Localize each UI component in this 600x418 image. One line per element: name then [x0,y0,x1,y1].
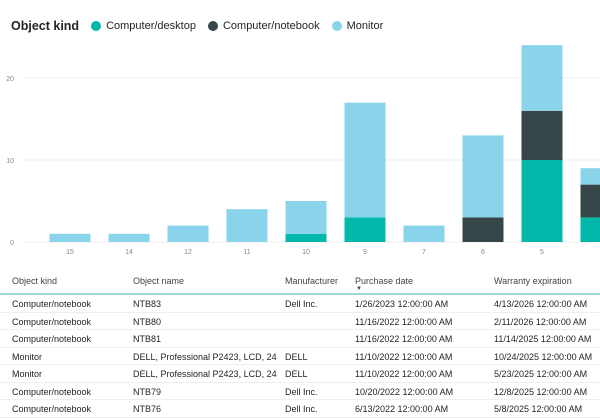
table-cell: 11/16/2022 12:00:00 AM [355,317,452,327]
column-header[interactable]: Purchase date [355,276,413,286]
table-cell: 6/13/2022 12:00:00 AM [355,404,448,414]
table-cell: NTB83 [133,299,161,309]
x-tick-label: 6 [481,249,485,256]
table-cell: Computer/notebook [12,404,91,414]
table-cell: Dell Inc. [285,387,318,397]
x-tick-label: 15 [66,249,74,256]
x-tick-label: 12 [184,249,192,256]
bar-segment[interactable] [168,226,209,242]
table-cell: 11/10/2022 12:00:00 AM [355,369,452,379]
table-row[interactable]: Monitor DELL, Professional P2423, LCD, 24… [0,348,600,366]
table-header: Object kind Object name Manufacturer Purcha… [0,272,600,295]
x-tick-label: 14 [125,249,133,256]
table-cell: DELL, Professional P2423, LCD, 24 [133,352,277,362]
bar-segment[interactable] [463,217,504,242]
column-header[interactable]: Object kind [12,276,57,286]
table-cell: 4/13/2026 12:00:00 AM [494,299,587,309]
table-cell: 5/8/2025 12:00:00 AM [494,404,582,414]
table-cell: 10/20/2022 12:00:00 AM [355,387,453,397]
table-row[interactable]: Computer/notebook NTB83 Dell Inc. 1/26/2023… [0,295,600,313]
table-row[interactable]: Monitor DELL, Professional P2423, LCD, 24… [0,365,600,383]
x-tick-label: 5 [540,249,544,256]
table-cell: 2/11/2026 12:00:00 AM [494,317,586,327]
table-cell: Dell Inc. [285,404,318,414]
column-header[interactable]: Warranty expiration [494,276,572,286]
table-cell: Monitor [12,369,42,379]
table-cell: 11/16/2022 12:00:00 AM [355,334,452,344]
bar-segment[interactable] [581,168,600,184]
bar-segment[interactable] [286,234,327,242]
bar-segment[interactable] [286,201,327,234]
bar-segment[interactable] [50,234,91,242]
y-tick-label: 10 [6,158,14,165]
table-cell: 5/23/2025 12:00:00 AM [494,369,587,379]
table-cell: 1/26/2023 12:00:00 AM [355,299,448,309]
table-row[interactable]: Computer/notebook NTB76 Dell Inc. 6/13/2022… [0,400,600,418]
bar-segment[interactable] [404,226,445,242]
bar-segment[interactable] [581,185,600,218]
column-header[interactable]: Object name [133,276,184,286]
table-cell: 11/14/2025 12:00:00 AM [494,334,591,344]
table-cell: Monitor [12,352,42,362]
stacked-bar-chart: 0 10 20 15 14 12 11 10 9 7 6 5 [0,0,600,260]
table-cell: Computer/notebook [12,317,91,327]
x-tick-label: 11 [243,249,250,256]
table-cell: 12/8/2025 12:00:00 AM [494,387,587,397]
bar-segment[interactable] [522,160,563,242]
table-cell: 11/10/2022 12:00:00 AM [355,352,452,362]
table-row[interactable]: Computer/notebook NTB80 11/16/2022 12:00:0… [0,313,600,331]
table-cell: Computer/notebook [12,299,91,309]
data-table: Object kind Object name Manufacturer Purcha… [0,272,600,418]
x-tick-label: 7 [422,249,426,256]
table-cell: DELL [285,369,308,379]
table-cell: Computer/notebook [12,334,91,344]
table-cell: DELL [285,352,308,362]
bar-segment[interactable] [345,217,386,242]
bar-segment[interactable] [345,103,386,218]
sort-descending-icon[interactable]: ▼ [356,286,362,292]
table-cell: NTB79 [133,387,161,397]
x-tick-label: 10 [302,249,310,256]
y-tick-label: 0 [10,240,14,247]
column-header[interactable]: Manufacturer [285,276,338,286]
table-cell: NTB80 [133,317,161,327]
table-cell: 10/24/2025 12:00:00 AM [494,352,592,362]
table-cell: DELL, Professional P2423, LCD, 24 [133,369,277,379]
table-cell: Dell Inc. [285,299,318,309]
x-tick-label: 9 [363,249,367,256]
table-row[interactable]: Computer/notebook NTB79 Dell Inc. 10/20/202… [0,383,600,401]
y-tick-label: 20 [6,76,14,83]
table-cell: Computer/notebook [12,387,91,397]
bar-segment[interactable] [522,111,563,160]
bar-segment[interactable] [227,209,268,242]
bar-segment[interactable] [463,135,504,217]
bar-segment[interactable] [522,45,563,111]
bar-segment[interactable] [581,217,600,242]
table-row[interactable]: Computer/notebook NTB81 11/16/2022 12:00:0… [0,330,600,348]
table-cell: NTB76 [133,404,161,414]
bar-segment[interactable] [109,234,150,242]
table-cell: NTB81 [133,334,161,344]
